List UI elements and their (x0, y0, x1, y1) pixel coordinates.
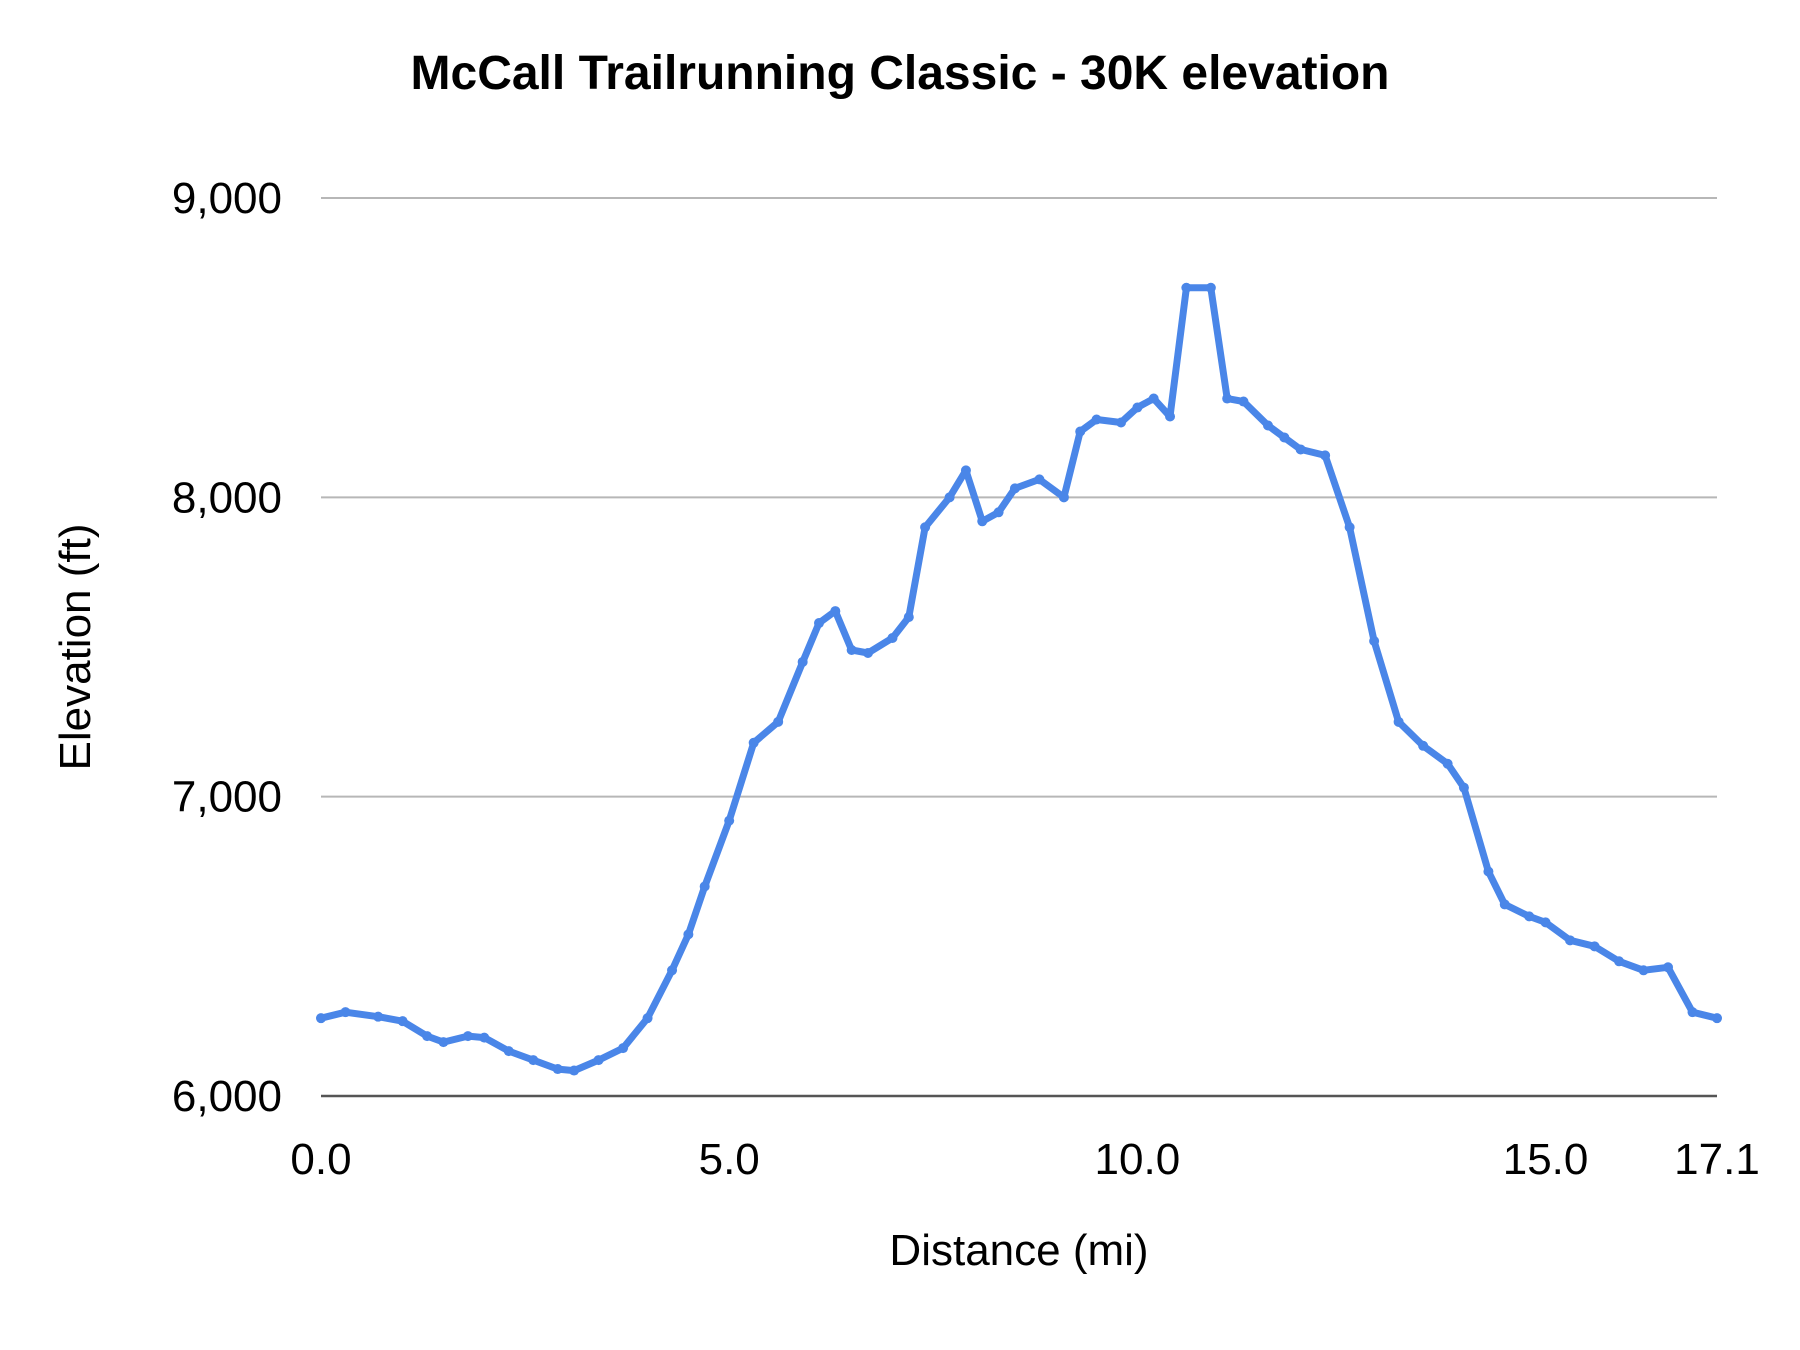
x-tick-label: 17.1 (1674, 1135, 1760, 1184)
y-tick-label: 7,000 (172, 773, 282, 822)
y-tick-label: 9,000 (172, 174, 282, 223)
data-point (438, 1037, 449, 1048)
data-point (1238, 396, 1249, 407)
x-tick-label: 10.0 (1095, 1135, 1181, 1184)
elevation-markers (316, 282, 1722, 1076)
data-point (846, 644, 857, 655)
y-tick-label: 8,000 (172, 473, 282, 522)
data-point (862, 647, 873, 658)
data-point (813, 618, 824, 629)
data-point (1393, 716, 1404, 727)
data-point (479, 1032, 490, 1043)
data-point (1638, 965, 1649, 976)
data-point (1222, 393, 1233, 404)
data-point (1034, 474, 1045, 485)
elevation-line (317, 284, 1721, 1075)
data-point (830, 606, 841, 617)
data-point (748, 737, 759, 748)
data-point (667, 965, 678, 976)
data-point (920, 522, 931, 533)
data-point (373, 1011, 384, 1022)
data-point (797, 656, 808, 667)
data-point (1262, 420, 1273, 431)
data-point (552, 1064, 563, 1075)
data-point (1132, 402, 1143, 413)
data-point (1058, 492, 1069, 503)
data-point (1279, 432, 1290, 443)
data-point (1075, 426, 1086, 437)
data-point (569, 1065, 580, 1076)
data-point (683, 929, 694, 940)
x-tick-label: 0.0 (290, 1135, 351, 1184)
data-point (1712, 1013, 1722, 1024)
data-point (1148, 393, 1159, 404)
x-axis-title: Distance (mi) (889, 1226, 1148, 1275)
x-tick-label: 15.0 (1503, 1135, 1589, 1184)
data-point (1418, 740, 1429, 751)
data-point (1009, 483, 1020, 494)
data-point (977, 516, 988, 527)
data-point (1205, 282, 1216, 293)
data-point (422, 1031, 433, 1042)
x-tick-label: 5.0 (699, 1135, 760, 1184)
data-point (1295, 444, 1306, 455)
data-point (1687, 1007, 1698, 1018)
gridlines (321, 197, 1717, 1098)
data-point (1165, 411, 1176, 422)
data-point (960, 465, 971, 476)
data-point (1540, 917, 1551, 928)
data-point (1442, 758, 1453, 769)
data-point (1369, 636, 1380, 647)
data-point (1499, 899, 1510, 910)
data-point (503, 1046, 514, 1057)
data-point (1589, 941, 1600, 952)
data-point (462, 1031, 473, 1042)
data-point (618, 1043, 629, 1054)
data-point (993, 507, 1004, 518)
data-point (1091, 414, 1102, 425)
data-point (1565, 935, 1576, 946)
chart-title: McCall Trailrunning Classic - 30K elevat… (410, 47, 1390, 100)
data-point (1181, 282, 1192, 293)
y-axis-title: Elevation (ft) (51, 524, 100, 771)
data-point (642, 1013, 653, 1024)
data-point (1483, 866, 1494, 877)
data-point (944, 492, 955, 503)
data-point (1344, 522, 1355, 533)
data-point (397, 1016, 408, 1027)
data-point (593, 1055, 604, 1066)
data-point (340, 1007, 351, 1018)
x-axis-ticks: 0.0 5.0 10.0 15.0 17.1 (290, 1135, 1759, 1184)
data-point (773, 716, 784, 727)
data-point (1614, 956, 1625, 967)
data-point (1524, 911, 1535, 922)
data-point (887, 633, 898, 644)
data-point (1320, 450, 1331, 461)
data-point (1116, 417, 1127, 428)
data-point (1458, 782, 1469, 793)
data-point (1663, 962, 1674, 973)
data-point (903, 612, 914, 623)
y-tick-label: 6,000 (172, 1072, 282, 1121)
data-point (528, 1055, 539, 1066)
data-point (699, 881, 710, 892)
data-point (316, 1013, 326, 1024)
y-axis-ticks: 6,000 7,000 8,000 9,000 (172, 174, 282, 1121)
data-point (724, 815, 735, 826)
